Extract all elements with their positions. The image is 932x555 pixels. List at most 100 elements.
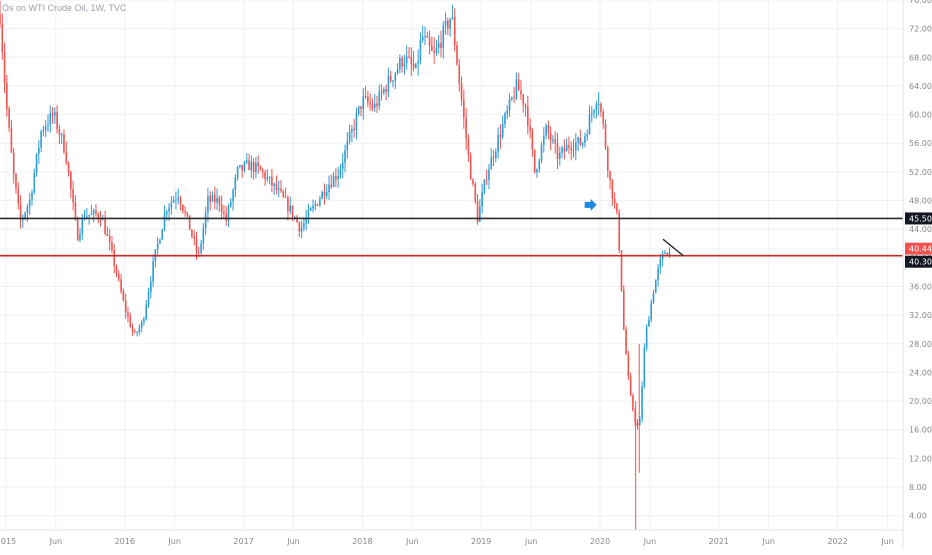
- candle-body: [590, 112, 593, 116]
- candle-body: [337, 175, 339, 180]
- candle-body: [483, 179, 486, 193]
- candle-body: [204, 212, 207, 229]
- candle-body: [433, 50, 435, 53]
- candle-body: [412, 64, 415, 68]
- candle-body: [495, 151, 497, 158]
- candle-body: [287, 197, 289, 212]
- candle-body: [74, 202, 77, 219]
- candle-body: [229, 201, 232, 207]
- candle-body: [668, 252, 671, 257]
- candle-body: [625, 329, 627, 355]
- candle-body: [303, 223, 305, 228]
- candle-body: [357, 106, 360, 114]
- candle-body: [499, 135, 502, 138]
- y-tick-label: 16.00: [909, 426, 932, 435]
- candle-body: [465, 117, 467, 139]
- candle-body: [72, 188, 74, 203]
- candle-body: [579, 137, 582, 146]
- candle-body: [60, 134, 63, 136]
- price-axis[interactable]: 76.00 72.00 68.00 64.00 60.00 56.00 52.00 48.00…: [902, 0, 932, 550]
- candle-body: [293, 216, 296, 218]
- candle-body: [383, 88, 385, 93]
- candle-body: [181, 204, 184, 212]
- candle-body: [95, 210, 97, 215]
- candle-body: [481, 192, 483, 207]
- candle-body: [563, 147, 566, 152]
- candle-body: [410, 57, 413, 65]
- candle-body: [442, 25, 445, 49]
- candle-body: [632, 395, 634, 411]
- candle-body: [332, 176, 335, 187]
- candle-body: [186, 212, 189, 216]
- candle-body: [88, 214, 90, 217]
- candle-body: [65, 152, 68, 163]
- candle-body: [241, 165, 244, 171]
- candle-body: [102, 219, 104, 221]
- candle-body: [387, 76, 390, 93]
- candle-body: [636, 422, 639, 426]
- candle-body: [360, 106, 362, 110]
- candle-body: [392, 80, 394, 82]
- candle-body: [259, 166, 262, 171]
- candle-body: [536, 169, 538, 173]
- candle-body: [335, 176, 337, 180]
- candle-body: [8, 108, 10, 128]
- candle-body: [19, 203, 22, 221]
- support-price-label: 40.30: [909, 258, 932, 267]
- candle-body: [261, 170, 264, 173]
- candle-body: [561, 147, 563, 154]
- candle-body: [520, 90, 522, 95]
- x-tick-label: Jun: [167, 537, 181, 546]
- candle-body: [549, 132, 552, 141]
- candle-body: [316, 204, 319, 206]
- candle-body: [638, 418, 641, 426]
- candle-body: [177, 197, 180, 200]
- candle-body: [268, 176, 271, 178]
- x-tick-label: 2018: [352, 537, 372, 546]
- candle-body: [401, 58, 403, 67]
- candle-body: [129, 316, 132, 327]
- candle-body: [70, 171, 72, 189]
- candle-body: [369, 102, 371, 105]
- candle-body: [92, 210, 95, 214]
- candle-body: [56, 112, 58, 130]
- candle-body: [435, 47, 438, 53]
- candle-body: [648, 319, 650, 327]
- candle-body: [296, 216, 298, 223]
- candle-body: [127, 312, 129, 317]
- candle-body: [239, 165, 241, 167]
- candle-body: [650, 302, 653, 320]
- x-tick-label: 2015: [0, 537, 16, 546]
- candle-body: [620, 250, 623, 291]
- candle-body: [440, 42, 442, 49]
- y-tick-label: 52.00: [909, 168, 932, 177]
- candle-body: [581, 142, 584, 146]
- candle-body: [417, 61, 419, 64]
- candle-body: [451, 17, 454, 19]
- candle-body: [602, 112, 605, 124]
- candle-body: [113, 249, 116, 267]
- candle-body: [449, 18, 451, 29]
- time-axis[interactable]: 2015 Jun 2016 Jun 2017 Jun 2018 Jun 2019 Jun 2020 J…: [0, 529, 903, 546]
- candle-body: [574, 142, 577, 151]
- x-tick-label: Jun: [49, 537, 63, 546]
- candle-body: [456, 45, 458, 65]
- candle-body: [131, 326, 134, 332]
- candle-body: [367, 96, 369, 103]
- candle-body: [298, 222, 301, 232]
- candle-body: [488, 169, 490, 181]
- candle-body: [168, 207, 170, 212]
- last-price-label-bg: [905, 242, 932, 255]
- candle-body: [122, 291, 125, 301]
- candle-body: [606, 147, 609, 171]
- candle-body: [280, 188, 282, 192]
- candle-body: [305, 218, 307, 224]
- y-tick-label: 12.00: [909, 454, 932, 463]
- candle-body: [556, 143, 559, 159]
- candle-body: [362, 95, 365, 110]
- candle-body: [659, 259, 662, 269]
- candle-body: [150, 281, 152, 293]
- candle-body: [527, 106, 529, 126]
- candle-body: [300, 227, 303, 232]
